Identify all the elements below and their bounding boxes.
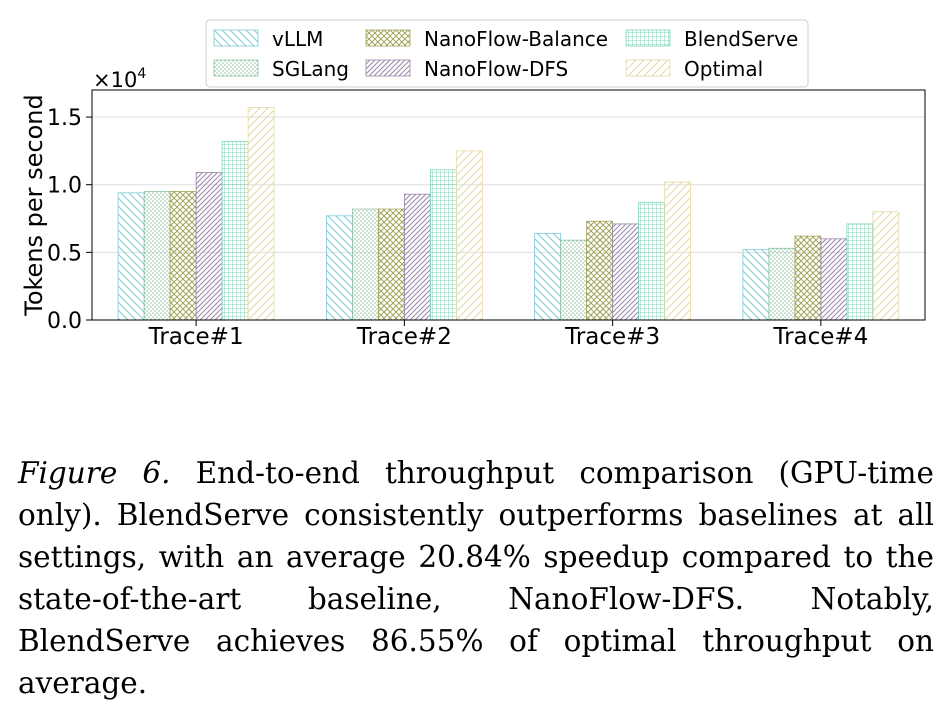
- y-tick-label: 1.0: [47, 174, 82, 199]
- bar-blendserve-trace4: [846, 223, 874, 321]
- bar-blendserve-trace1: [221, 141, 249, 321]
- legend-label: vLLM: [272, 27, 323, 51]
- bar-vllm-trace2: [325, 215, 353, 321]
- bar-nanoflow-balance-trace3: [586, 220, 614, 321]
- bar-sglang-trace1: [143, 191, 171, 321]
- bar-nanoflow-dfs-trace1: [195, 172, 223, 321]
- legend-swatch: [213, 29, 259, 47]
- bar-vllm-trace1: [117, 192, 145, 321]
- legend-label: BlendServe: [684, 27, 798, 51]
- legend-swatch: [365, 29, 411, 47]
- x-axis: Trace#1 Trace#2 Trace#3 Trace#4: [148, 320, 868, 350]
- x-tick-label: Trace#3: [564, 324, 660, 350]
- bar-sglang-trace2: [351, 208, 379, 321]
- y-axis: 0.0 0.5 1.0 1.5: [47, 106, 92, 334]
- bar-nanoflow-dfs-trace3: [612, 223, 640, 321]
- x-tick-label: Trace#1: [148, 324, 244, 350]
- y-axis-label: Tokens per second: [20, 94, 48, 317]
- throughput-bar-chart: 0.00.51.01.5 Trace#1 Trace#2 Trace#3 Trace#…: [20, 19, 926, 350]
- legend: vLLM SGLang NanoFlow-Balance NanoFlow-DFS Bl…: [205, 19, 809, 88]
- legend-swatch: [625, 29, 671, 47]
- bars: [117, 107, 900, 321]
- y-offset-label: ×104: [93, 66, 146, 92]
- legend-swatch: [365, 59, 411, 77]
- bar-sglang-trace3: [560, 239, 588, 321]
- plot-frame: [91, 89, 926, 321]
- bar-optimal-trace2: [455, 150, 483, 321]
- bar-vllm-trace4: [742, 249, 770, 321]
- y-tick-label: 0.5: [47, 241, 82, 266]
- caption-text: End-to-end throughput comparison (GPU-ti…: [18, 456, 934, 700]
- legend-swatch: [213, 59, 259, 77]
- bar-optimal-trace1: [247, 107, 275, 321]
- bar-nanoflow-dfs-trace2: [403, 193, 431, 321]
- bar-sglang-trace4: [768, 247, 796, 321]
- bar-nanoflow-balance-trace4: [794, 235, 822, 321]
- x-tick-label: Trace#4: [772, 324, 868, 350]
- figure-caption: Figure 6. End-to-end throughput comparis…: [18, 452, 934, 704]
- x-tick-label: Trace#2: [356, 324, 452, 350]
- bar-nanoflow-dfs-trace4: [820, 238, 848, 321]
- legend-label: NanoFlow-DFS: [424, 57, 568, 81]
- bar-blendserve-trace3: [638, 201, 666, 321]
- y-tick-label: 0.0: [47, 309, 82, 334]
- bar-optimal-trace4: [872, 211, 900, 321]
- bar-nanoflow-balance-trace2: [377, 208, 405, 321]
- legend-label: NanoFlow-Balance: [424, 27, 608, 51]
- bar-nanoflow-balance-trace1: [169, 191, 197, 321]
- bar-vllm-trace3: [534, 233, 562, 321]
- caption-label: Figure 6.: [18, 456, 171, 490]
- bar-blendserve-trace2: [429, 169, 457, 321]
- legend-label: SGLang: [272, 57, 349, 81]
- y-tick-label: 1.5: [47, 106, 82, 131]
- bar-optimal-trace3: [664, 181, 692, 321]
- legend-label: Optimal: [684, 57, 763, 81]
- legend-swatch: [625, 59, 671, 77]
